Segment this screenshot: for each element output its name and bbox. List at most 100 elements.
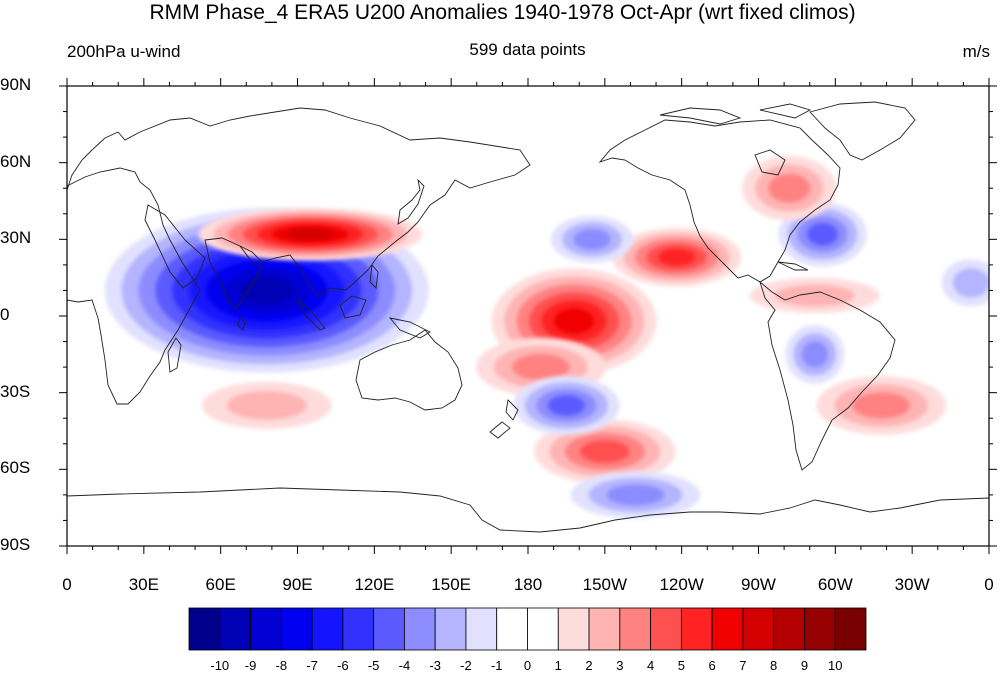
colorbar-box [250,607,282,651]
anomaly-contour [580,440,630,463]
x-tick-label: 60W [817,575,853,594]
x-tick-label: 180 [513,575,543,594]
y-tick-label: 90S [0,535,31,554]
hudson-bay-coastline [754,149,786,176]
colorbar-label: -10 [210,658,230,673]
colorbar-label: 3 [616,658,624,673]
anomaly-contour [547,395,585,416]
colorbar-label: 2 [585,658,593,673]
anomaly-field [104,155,989,519]
sri-lanka-coastline [237,317,246,331]
colorbar-label: 10 [827,658,843,673]
anomaly-contour [807,222,838,246]
x-tick-label: 120E [354,575,395,594]
anomaly-contour [606,484,665,506]
colorbar-box [619,607,651,651]
colorbar-label: 9 [800,658,809,673]
colorbar-box [742,607,775,651]
colorbar-box [496,607,528,651]
south-america-coastline [759,280,896,471]
anomaly-contour [952,268,989,298]
anomaly-contour [286,228,334,240]
colorbar-box [680,607,713,651]
colorbar-label: -1 [490,658,503,673]
colorbar-box [711,607,744,651]
colorbar-box [219,607,251,651]
colorbar-box [465,607,498,651]
colorbar-label: 1 [554,658,562,673]
caribbean-coastline [777,261,809,271]
anomaly-contour [226,390,307,420]
colorbar-box [404,607,436,651]
japan-coastline [397,178,425,225]
colorbar-label: -4 [398,658,411,673]
anomaly-contour [852,392,911,419]
anomaly-contour [658,248,696,266]
colorbar-label: -8 [275,658,288,673]
eurasia-coastline [67,107,531,297]
sumatra-coastline [297,299,326,331]
y-tick-label: 30N [0,228,32,248]
coastlines [67,101,989,533]
x-tick-label: 150W [582,575,628,594]
x-tick-label: 0 [62,575,72,594]
greenland-coastline [809,101,916,161]
colorbar [188,607,867,651]
colorbar-label: 6 [708,658,716,673]
anomaly-contour [512,354,570,381]
colorbar-box [834,607,867,651]
colorbar-label: -5 [367,658,380,673]
colorbar-box [588,607,621,651]
y-tick-label: 30S [0,381,31,401]
colorbar-box [557,607,590,651]
colorbar-label: -9 [244,658,257,673]
anomaly-contour [801,341,828,368]
antarctica-coastline [67,487,989,533]
india-coastline [204,237,263,311]
data-points-label: 599 data points [469,40,586,59]
colorbar-box [342,607,375,651]
philippines-coastline [369,263,379,289]
colorbar-label: -7 [306,658,318,673]
colorbar-box [650,607,682,651]
colorbar-box [311,607,344,651]
arabia-coastline [144,204,206,289]
colorbar-label: 7 [739,658,747,673]
x-tick-label: 30E [128,575,159,594]
x-tick-label: 90E [282,575,313,594]
madagascar-coastline [167,337,182,373]
anomaly-contour [774,284,855,307]
axis-ticks [59,78,997,554]
anomaly-contour [768,173,811,203]
colorbar-box [527,607,559,651]
colorbar-box [773,607,805,651]
australia-coastline [355,329,463,411]
x-tick-label: 0 [984,575,994,594]
colorbar-box [188,607,221,651]
colorbar-box [434,607,467,651]
colorbar-label: -2 [460,658,472,673]
chart-title: RMM Phase_4 ERA5 U200 Anomalies 1940-197… [149,1,856,24]
units-label: m/s [962,42,990,61]
anomaly-contour [573,228,611,250]
y-tick-label: 90N [0,75,32,94]
y-tick-label: 60N [0,151,32,171]
new-zealand-coastline [489,399,519,439]
africa-coastline [67,167,201,405]
colorbar-label: 0 [523,658,532,673]
variable-label: 200hPa u-wind [67,42,181,61]
new-guinea-coastline [388,317,431,339]
x-tick-label: 90W [741,575,776,594]
anomaly-contour [239,276,294,305]
colorbar-box [373,607,405,651]
colorbar-label: -6 [337,658,349,673]
colorbar-label: 5 [677,658,685,673]
colorbar-label: -3 [429,658,441,673]
colorbar-box [280,607,313,651]
colorbar-label: 4 [646,658,655,673]
y-tick-label: 0 [0,305,10,324]
anomaly-contour [554,308,595,334]
x-tick-label: 30W [894,575,930,594]
x-tick-label: 120W [659,575,704,594]
